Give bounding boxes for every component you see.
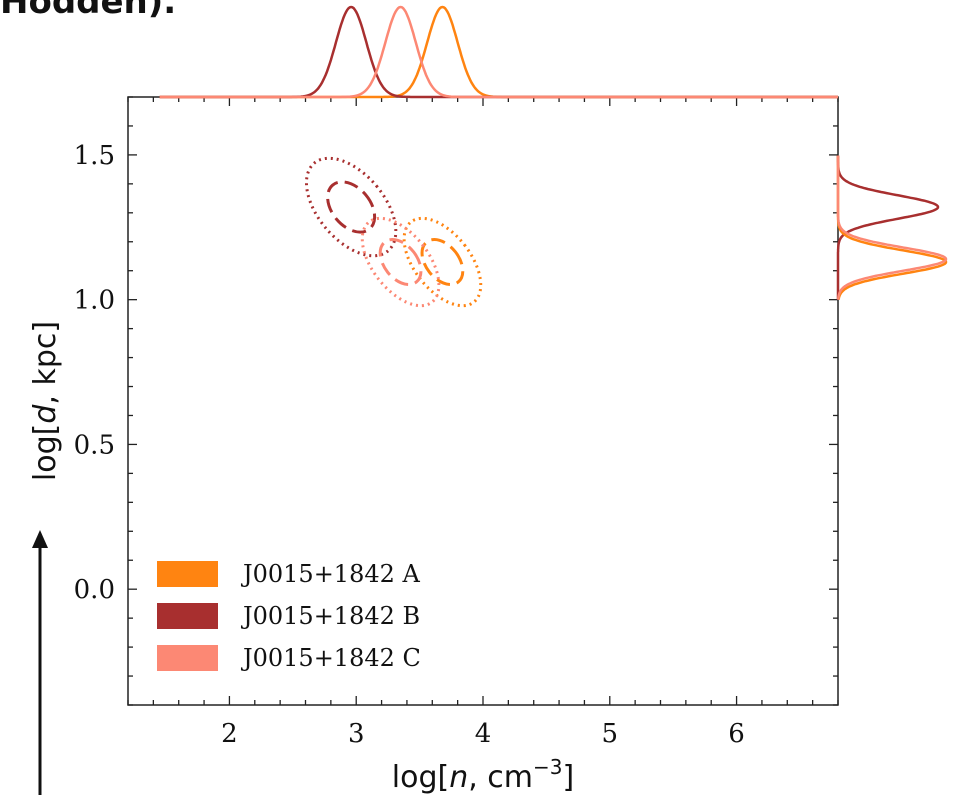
tick-marks xyxy=(127,96,839,706)
x-axis-label: log[n, cm−3] xyxy=(392,755,574,795)
right-marginal-a xyxy=(836,155,948,300)
y-axis-label: log[d, kpc] xyxy=(28,321,63,481)
top-marginal-curves xyxy=(159,5,838,99)
y-tick-label: 1.0 xyxy=(74,286,115,316)
y-tick-label: 1.5 xyxy=(74,141,115,171)
y-tick-label: 0.5 xyxy=(74,430,115,460)
x-tick-label: 6 xyxy=(728,719,745,749)
right-marginal-b xyxy=(836,155,940,300)
x-tick-label: 2 xyxy=(221,719,238,749)
legend-label-a: J0015+1842 A xyxy=(240,560,421,588)
legend-swatch-b xyxy=(157,603,218,629)
y-tick-label: 0.0 xyxy=(74,575,115,605)
x-tick-label: 3 xyxy=(348,719,365,749)
legend: J0015+1842 A J0015+1842 B J0015+1842 C xyxy=(157,560,421,672)
top-marginal-a xyxy=(159,5,838,99)
plot-frame xyxy=(127,96,839,706)
contour-inner-a xyxy=(420,238,465,287)
right-marginal-c xyxy=(836,155,948,300)
right-marginal-curves xyxy=(836,155,948,300)
cutoff-caption-text: Hodden). xyxy=(0,0,177,22)
legend-label-b: J0015+1842 B xyxy=(240,602,420,630)
x-tick-label: 5 xyxy=(602,719,619,749)
x-tick-label: 4 xyxy=(475,719,492,749)
legend-label-c: J0015+1842 C xyxy=(240,644,421,672)
contour-inner-c xyxy=(378,238,423,287)
contour-outer-b xyxy=(304,156,398,258)
legend-swatch-c xyxy=(157,645,218,671)
top-marginal-b xyxy=(159,5,838,99)
top-marginal-c xyxy=(159,5,838,99)
contours xyxy=(304,156,483,308)
legend-swatch-a xyxy=(157,561,218,587)
arrow-head-icon xyxy=(32,530,48,548)
contour-inner-b xyxy=(326,180,377,234)
contour-outer-c xyxy=(360,216,441,308)
tick-labels: 2 3 4 5 6 0.0 0.5 1.0 1.5 xyxy=(74,141,745,749)
